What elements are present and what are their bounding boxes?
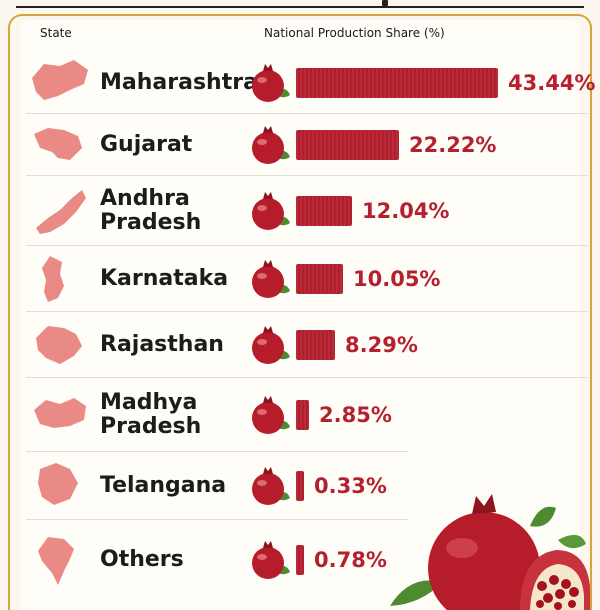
state-name-label: Rajasthan xyxy=(100,332,224,357)
bar-value-label: 0.33% xyxy=(314,474,387,498)
pomegranate-icon xyxy=(252,396,290,434)
frame-border xyxy=(8,14,592,610)
bar-track: 2.85% xyxy=(296,400,586,430)
bar-value-label: 12.04% xyxy=(362,199,450,223)
top-tick xyxy=(382,0,388,6)
bar-value-label: 0.78% xyxy=(314,548,387,572)
chart-row: Others 0.78% xyxy=(26,520,588,600)
bar-value-label: 8.29% xyxy=(345,333,418,357)
chart-row: Karnataka 10.05% xyxy=(26,246,588,312)
chart-row: Rajasthan 8.29% xyxy=(26,312,588,378)
pomegranate-icon xyxy=(252,192,290,230)
pomegranate-icon xyxy=(252,326,290,364)
bar-value-label: 22.22% xyxy=(409,133,497,157)
state-name-label: Gujarat xyxy=(100,132,193,157)
row-divider xyxy=(26,377,588,378)
bar xyxy=(296,545,304,575)
bar xyxy=(296,400,309,430)
state-name-label: Maharashtra xyxy=(100,70,258,95)
state-map-icon xyxy=(38,463,78,505)
state-map-icon xyxy=(42,256,64,302)
top-rule xyxy=(16,6,584,8)
row-divider xyxy=(26,451,408,452)
state-name-label: Karnataka xyxy=(100,266,229,291)
bar xyxy=(296,471,304,501)
state-name-label: Telangana xyxy=(100,473,227,498)
pomegranate-icon xyxy=(252,126,290,164)
bar-value-label: 10.05% xyxy=(353,267,441,291)
state-name-label: Andhra Pradesh xyxy=(100,186,202,235)
bar-track: 0.33% xyxy=(296,471,586,501)
row-divider xyxy=(26,311,588,312)
bar-value-label: 2.85% xyxy=(319,403,392,427)
bar-value-label: 43.44% xyxy=(508,71,596,95)
state-map-icon xyxy=(32,60,88,100)
row-divider xyxy=(26,113,588,114)
pomegranate-icon xyxy=(252,64,290,102)
chart-row: Andhra Pradesh 12.04% xyxy=(26,176,588,246)
bar xyxy=(296,68,498,98)
bar-track: 22.22% xyxy=(296,130,586,160)
chart-row: Gujarat 22.22% xyxy=(26,114,588,176)
bar-track: 0.78% xyxy=(296,545,586,575)
state-name-label: Others xyxy=(100,547,184,572)
column-header-state: State xyxy=(40,26,72,40)
bar-track: 8.29% xyxy=(296,330,586,360)
state-map-icon xyxy=(38,537,74,585)
state-name-label: Madhya Pradesh xyxy=(100,390,202,439)
pomegranate-icon xyxy=(252,541,290,579)
chart-row: Telangana 0.33% xyxy=(26,452,588,520)
pomegranate-icon xyxy=(252,260,290,298)
bar xyxy=(296,330,335,360)
state-map-icon xyxy=(34,128,82,160)
state-map-icon xyxy=(34,398,86,428)
pomegranate-decoration-icon xyxy=(390,494,590,610)
pomegranate-icon xyxy=(252,467,290,505)
bar xyxy=(296,196,352,226)
row-divider xyxy=(26,245,588,246)
chart-row: Madhya Pradesh 2.85% xyxy=(26,378,588,452)
state-map-icon xyxy=(36,326,82,364)
bar-track: 10.05% xyxy=(296,264,586,294)
chart-row: Maharashtra 43.44% xyxy=(26,52,595,114)
state-map-icon xyxy=(36,190,86,234)
row-divider xyxy=(26,175,588,176)
row-divider xyxy=(26,519,408,520)
column-header-share: National Production Share (%) xyxy=(264,26,445,40)
bar xyxy=(296,264,343,294)
bar-track: 43.44% xyxy=(296,68,595,98)
bar-track: 12.04% xyxy=(296,196,586,226)
bar xyxy=(296,130,399,160)
